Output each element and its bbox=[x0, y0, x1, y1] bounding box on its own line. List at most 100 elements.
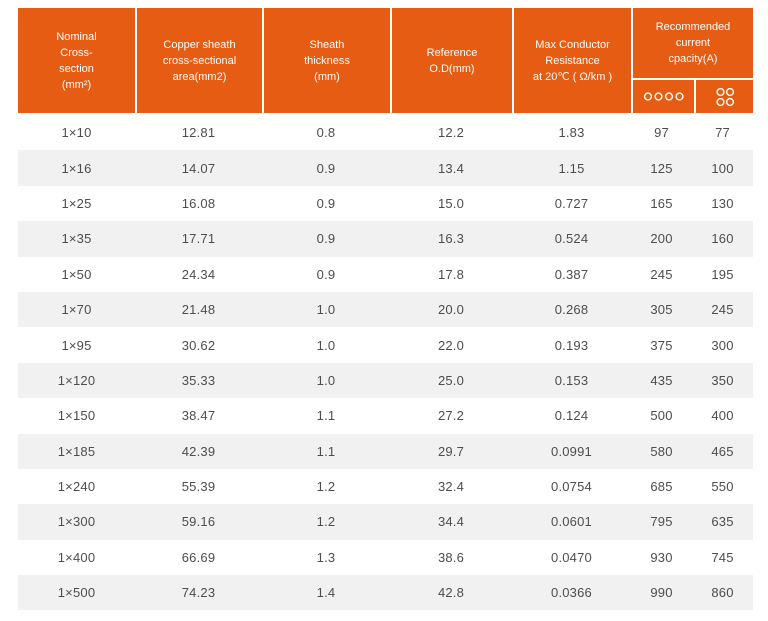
cell-max-conductor-resistance: 0.268 bbox=[554, 302, 589, 318]
cell-max-conductor-resistance: 0.0754 bbox=[551, 479, 592, 495]
table-row: 1×16 14.07 0.9 13.4 1.15 125 100 bbox=[18, 150, 753, 186]
cell-current-bundled: 160 bbox=[711, 231, 734, 247]
cell-current-bundled: 195 bbox=[711, 266, 734, 282]
cell-current-spaced: 990 bbox=[650, 585, 673, 601]
table-row: 1×95 30.62 1.0 22.0 0.193 375 300 bbox=[18, 327, 753, 363]
cell-max-conductor-resistance: 0.193 bbox=[554, 337, 589, 353]
cell-reference-od: 42.8 bbox=[437, 585, 465, 601]
cell-sheath-thickness: 1.2 bbox=[316, 514, 336, 530]
cell-sheath-thickness: 1.4 bbox=[316, 585, 336, 601]
col-header-sheath-thickness: Sheath thickness (mm) bbox=[262, 8, 390, 113]
cell-sheath-thickness: 0.9 bbox=[316, 160, 336, 176]
cell-reference-od: 13.4 bbox=[437, 160, 465, 176]
cell-reference-od: 22.0 bbox=[437, 337, 465, 353]
cell-current-spaced: 580 bbox=[650, 443, 673, 459]
cell-nominal-cross-section: 1×16 bbox=[61, 160, 92, 176]
cell-current-bundled: 130 bbox=[711, 195, 734, 211]
cell-current-bundled: 465 bbox=[711, 443, 734, 459]
subcol-header-spaced bbox=[633, 80, 694, 113]
recommended-current-subheader bbox=[633, 78, 753, 113]
col-header-label: Max Conductor Resistance at 20℃ ( Ω/km ) bbox=[532, 38, 613, 83]
table-row: 1×25 16.08 0.9 15.0 0.727 165 130 bbox=[18, 185, 753, 222]
cell-current-bundled: 350 bbox=[711, 372, 734, 388]
table-row: 1×240 55.39 1.2 32.4 0.0754 685 550 bbox=[18, 468, 753, 505]
cell-max-conductor-resistance: 0.727 bbox=[554, 195, 589, 211]
cell-reference-od: 32.4 bbox=[437, 479, 465, 495]
cell-reference-od: 12.2 bbox=[437, 125, 465, 141]
cell-copper-sheath-area: 14.07 bbox=[181, 160, 216, 176]
table-row: 1×70 21.48 1.0 20.0 0.268 305 245 bbox=[18, 291, 753, 328]
cell-reference-od: 20.0 bbox=[437, 302, 465, 318]
cell-copper-sheath-area: 16.08 bbox=[181, 195, 216, 211]
cell-reference-od: 17.8 bbox=[437, 266, 465, 282]
cell-current-spaced: 245 bbox=[650, 266, 673, 282]
cell-nominal-cross-section: 1×400 bbox=[57, 549, 96, 565]
four-circles-row-icon bbox=[643, 92, 684, 101]
cell-copper-sheath-area: 21.48 bbox=[181, 302, 216, 318]
table-row: 1×35 17.71 0.9 16.3 0.524 200 160 bbox=[18, 221, 753, 257]
cell-nominal-cross-section: 1×95 bbox=[61, 337, 92, 353]
cell-current-spaced: 97 bbox=[654, 125, 669, 141]
col-header-label: Copper sheath cross-sectional area(mm2) bbox=[162, 38, 237, 83]
cell-reference-od: 38.6 bbox=[437, 549, 465, 565]
cell-current-bundled: 745 bbox=[711, 549, 734, 565]
cell-sheath-thickness: 1.0 bbox=[316, 337, 336, 353]
cell-sheath-thickness: 0.9 bbox=[316, 266, 336, 282]
cell-sheath-thickness: 0.9 bbox=[316, 231, 336, 247]
cell-nominal-cross-section: 1×50 bbox=[61, 266, 92, 282]
col-header-max-conductor-resistance: Max Conductor Resistance at 20℃ ( Ω/km ) bbox=[512, 8, 631, 113]
cell-copper-sheath-area: 24.34 bbox=[181, 266, 216, 282]
cell-current-bundled: 550 bbox=[711, 479, 734, 495]
cell-copper-sheath-area: 42.39 bbox=[181, 443, 216, 459]
cell-sheath-thickness: 0.8 bbox=[316, 125, 336, 141]
cell-nominal-cross-section: 1×500 bbox=[57, 585, 96, 601]
cell-nominal-cross-section: 1×25 bbox=[61, 195, 92, 211]
cell-reference-od: 29.7 bbox=[437, 443, 465, 459]
cell-current-bundled: 860 bbox=[711, 585, 734, 601]
cell-current-bundled: 635 bbox=[711, 514, 734, 530]
cell-max-conductor-resistance: 0.0470 bbox=[551, 549, 592, 565]
col-header-reference-od: Reference O.D(mm) bbox=[390, 8, 512, 113]
cell-current-spaced: 125 bbox=[650, 160, 673, 176]
cell-max-conductor-resistance: 0.0991 bbox=[551, 443, 592, 459]
cell-max-conductor-resistance: 0.0601 bbox=[551, 514, 592, 530]
cell-copper-sheath-area: 12.81 bbox=[181, 125, 216, 141]
cell-reference-od: 16.3 bbox=[437, 231, 465, 247]
cell-current-spaced: 305 bbox=[650, 302, 673, 318]
table-row: 1×500 74.23 1.4 42.8 0.0366 990 860 bbox=[18, 575, 753, 611]
cell-max-conductor-resistance: 1.83 bbox=[558, 125, 585, 141]
cell-copper-sheath-area: 17.71 bbox=[181, 231, 216, 247]
cell-nominal-cross-section: 1×185 bbox=[57, 443, 96, 459]
table-header-row: Nominal Cross- section (mm²) Copper shea… bbox=[18, 8, 753, 113]
table-body: 1×10 12.81 0.8 12.2 1.83 97 77 1×16 14.0… bbox=[18, 115, 753, 611]
cell-copper-sheath-area: 59.16 bbox=[181, 514, 216, 530]
cable-spec-table: Nominal Cross- section (mm²) Copper shea… bbox=[18, 8, 753, 611]
cell-current-bundled: 100 bbox=[711, 160, 734, 176]
col-header-label: Recommended current cpacity(A) bbox=[655, 21, 731, 65]
subcol-header-bundled bbox=[694, 80, 753, 113]
cell-current-bundled: 300 bbox=[711, 337, 734, 353]
cell-current-spaced: 795 bbox=[650, 514, 673, 530]
col-header-recommended-current: Recommended current cpacity(A) bbox=[631, 8, 753, 113]
table-row: 1×400 66.69 1.3 38.6 0.0470 930 745 bbox=[18, 539, 753, 576]
cell-sheath-thickness: 1.0 bbox=[316, 372, 336, 388]
cell-copper-sheath-area: 74.23 bbox=[181, 585, 216, 601]
table-row: 1×10 12.81 0.8 12.2 1.83 97 77 bbox=[18, 115, 753, 151]
cell-copper-sheath-area: 30.62 bbox=[181, 337, 216, 353]
col-header-label: Sheath thickness (mm) bbox=[304, 38, 350, 83]
cell-reference-od: 15.0 bbox=[437, 195, 465, 211]
cell-sheath-thickness: 0.9 bbox=[316, 195, 336, 211]
cell-nominal-cross-section: 1×120 bbox=[57, 372, 96, 388]
cell-current-spaced: 435 bbox=[650, 372, 673, 388]
cell-copper-sheath-area: 66.69 bbox=[181, 549, 216, 565]
col-header-label: Nominal Cross- section (mm²) bbox=[56, 30, 97, 91]
table-row: 1×300 59.16 1.2 34.4 0.0601 795 635 bbox=[18, 504, 753, 540]
cell-current-spaced: 500 bbox=[650, 408, 673, 424]
cell-copper-sheath-area: 55.39 bbox=[181, 479, 216, 495]
cell-max-conductor-resistance: 1.15 bbox=[558, 160, 585, 176]
cell-max-conductor-resistance: 0.0366 bbox=[551, 585, 592, 601]
cell-nominal-cross-section: 1×10 bbox=[61, 125, 92, 141]
cell-max-conductor-resistance: 0.524 bbox=[554, 231, 589, 247]
cell-sheath-thickness: 1.1 bbox=[316, 408, 336, 424]
cell-current-spaced: 685 bbox=[650, 479, 673, 495]
